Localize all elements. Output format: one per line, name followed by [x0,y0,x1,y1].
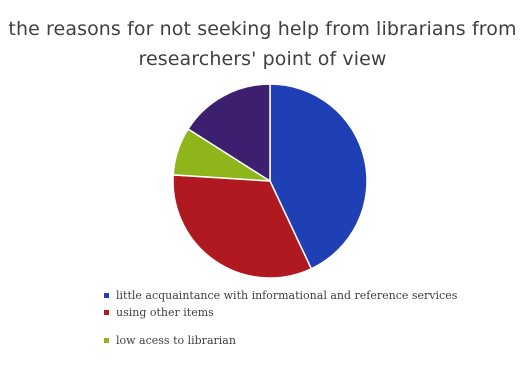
legend-swatch [104,310,109,315]
legend-label: little acquaintance with informational a… [116,289,458,302]
legend-label: using other items [116,306,214,319]
legend-label: low acess to librarian [116,334,236,347]
legend-item-other-items: using other items [103,306,463,319]
legend-item-acquaintance: little acquaintance with informational a… [103,289,463,302]
chart-title-line-2: researchers' point of view [138,48,387,70]
pie-slice-1 [172,174,313,279]
pie-plot-area [172,83,368,279]
pie-slice-0 [269,83,368,270]
legend: little acquaintance with informational a… [103,289,463,347]
chart-title-line-1: the reasons for not seeking help from li… [8,18,517,40]
legend-swatch [104,338,109,343]
legend-swatch [104,293,109,298]
legend-item-low-access: low acess to librarian [103,334,463,347]
pie-slice-3 [187,83,271,183]
chart-title: the reasons for not seeking help from li… [0,14,525,74]
